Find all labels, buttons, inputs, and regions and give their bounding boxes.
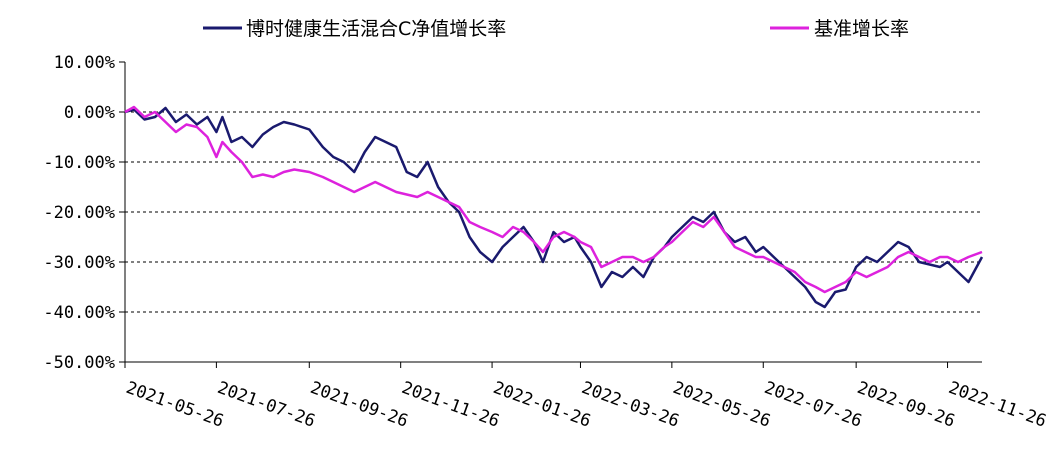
y-tick-label: -40.00%: [43, 303, 115, 323]
y-tick-label: -10.00%: [43, 153, 115, 173]
legend: 博时健康生活混合C净值增长率 基准增长率: [203, 18, 909, 40]
x-tick-label: 2022-01-26: [490, 378, 593, 432]
y-axis-ticks: 10.00% 0.00% -10.00% -20.00% -30.00% -40.00% -…: [43, 53, 115, 373]
series-line-benchmark: [125, 107, 982, 292]
y-tick-label: -20.00%: [43, 203, 115, 223]
legend-label-fund: 博时健康生活混合C净值增长率: [246, 18, 506, 40]
series: [125, 107, 982, 307]
x-tick-label: 2022-11-26: [946, 378, 1049, 432]
x-tick-label: 2021-11-26: [399, 378, 502, 432]
y-tick-label: 0.00%: [64, 103, 115, 123]
x-tick-label: 2022-07-26: [762, 378, 865, 432]
series-line-fund: [125, 108, 982, 307]
x-tick-label: 2021-05-26: [123, 378, 226, 432]
y-tick-label: -30.00%: [43, 253, 115, 273]
axes: [119, 62, 982, 368]
x-tick-label: 2022-09-26: [854, 378, 957, 432]
x-tick-label: 2022-05-26: [670, 378, 773, 432]
y-tick-label: -50.00%: [43, 353, 115, 373]
x-tick-label: 2022-03-26: [579, 378, 682, 432]
x-tick-label: 2021-07-26: [215, 378, 318, 432]
grid: [125, 112, 982, 312]
legend-label-benchmark: 基准增长率: [814, 18, 909, 40]
y-tick-label: 10.00%: [54, 53, 115, 73]
x-axis-ticks: 2021-05-262021-07-262021-09-262021-11-26…: [123, 378, 1049, 432]
x-tick-label: 2021-09-26: [308, 378, 411, 432]
